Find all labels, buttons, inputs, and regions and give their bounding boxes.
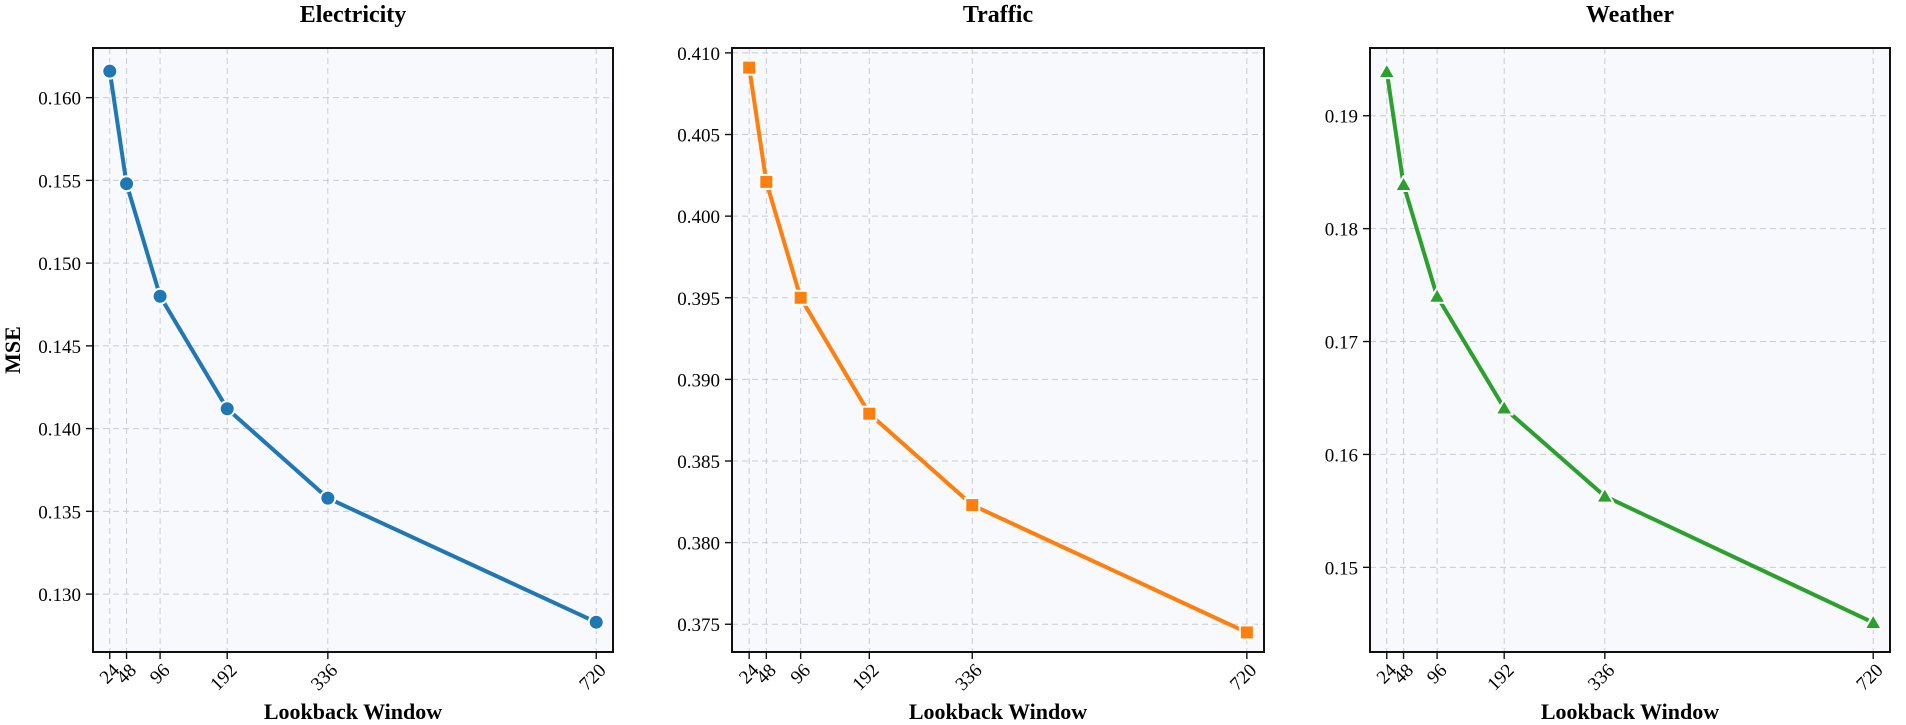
plot-border: [92, 47, 614, 653]
data-point: [1863, 613, 1883, 631]
plot-border: [1369, 47, 1891, 653]
x-tick-label: 336: [952, 660, 987, 695]
data-point: [151, 287, 169, 305]
plot-area: [92, 47, 614, 653]
y-tick-label: 0.130: [38, 585, 81, 606]
x-tick-label: 192: [206, 660, 241, 695]
x-tick-label: 48: [1390, 660, 1418, 688]
plot-area: [1369, 47, 1891, 653]
data-point: [101, 62, 119, 80]
data-point: [792, 289, 809, 306]
plot-border: [731, 47, 1265, 653]
y-tick-label: 0.405: [677, 126, 720, 147]
y-tick-label: 0.380: [677, 534, 720, 555]
data-point: [118, 175, 136, 193]
y-tick-label: 0.135: [38, 502, 81, 523]
data-point: [1595, 486, 1615, 504]
x-axis-label: Lookback Window: [1541, 699, 1719, 724]
data-point: [861, 405, 878, 422]
series-line: [747, 65, 1249, 635]
y-tick-label: 0.18: [1325, 220, 1358, 241]
x-axis-label: Lookback Window: [909, 699, 1087, 724]
x-tick-label: 96: [1423, 660, 1451, 688]
chart-title: Weather: [1586, 2, 1674, 28]
y-axis-label: MSE: [0, 326, 25, 374]
data-point: [1238, 624, 1255, 641]
chart-panel-1: 0.375 0.380 0.385 0.390 0.395 0.400 0.405 0.410…: [677, 2, 1265, 724]
x-tick-label: 720: [1853, 660, 1888, 695]
data-point: [319, 489, 337, 507]
y-tick-label: 0.400: [677, 207, 720, 228]
data-point: [758, 173, 775, 190]
x-tick-label: 720: [1226, 660, 1261, 695]
y-tick-label: 0.17: [1325, 333, 1358, 354]
x-tick-label: 96: [787, 660, 815, 688]
y-tick-label: 0.145: [38, 337, 81, 358]
data-point: [741, 59, 758, 76]
x-tick-label: 48: [752, 660, 780, 688]
x-tick-label: 192: [1483, 660, 1518, 695]
y-tick-label: 0.160: [38, 89, 81, 110]
y-tick-label: 0.16: [1325, 445, 1358, 466]
data-point: [964, 497, 981, 514]
x-tick-label: 96: [146, 660, 174, 688]
y-tick-label: 0.395: [677, 289, 720, 310]
chart-title: Traffic: [963, 2, 1034, 28]
x-tick-label: 720: [576, 660, 611, 695]
data-point: [1494, 398, 1514, 416]
series-line: [1384, 69, 1876, 625]
chart-title: Electricity: [300, 2, 407, 28]
y-tick-label: 0.390: [677, 370, 720, 391]
y-tick-label: 0.410: [677, 44, 720, 65]
x-tick-label: 336: [1584, 660, 1619, 695]
series-line: [107, 69, 599, 625]
y-tick-label: 0.150: [38, 254, 81, 275]
x-tick-label: 192: [849, 660, 884, 695]
y-tick-label: 0.385: [677, 452, 720, 473]
x-tick-label: 336: [307, 660, 342, 695]
data-point: [1377, 62, 1397, 80]
y-tick-label: 0.155: [38, 171, 81, 192]
data-point: [1394, 175, 1414, 192]
y-tick-label: 0.140: [38, 420, 81, 441]
plot-area: [731, 47, 1265, 653]
x-axis-label: Lookback Window: [264, 699, 442, 724]
x-tick-label: 48: [113, 660, 141, 688]
data-point: [1427, 286, 1447, 304]
data-point: [587, 613, 605, 631]
y-tick-label: 0.375: [677, 615, 720, 636]
y-tick-label: 0.19: [1325, 107, 1358, 128]
y-tick-label: 0.15: [1325, 558, 1358, 579]
data-point: [218, 400, 236, 418]
